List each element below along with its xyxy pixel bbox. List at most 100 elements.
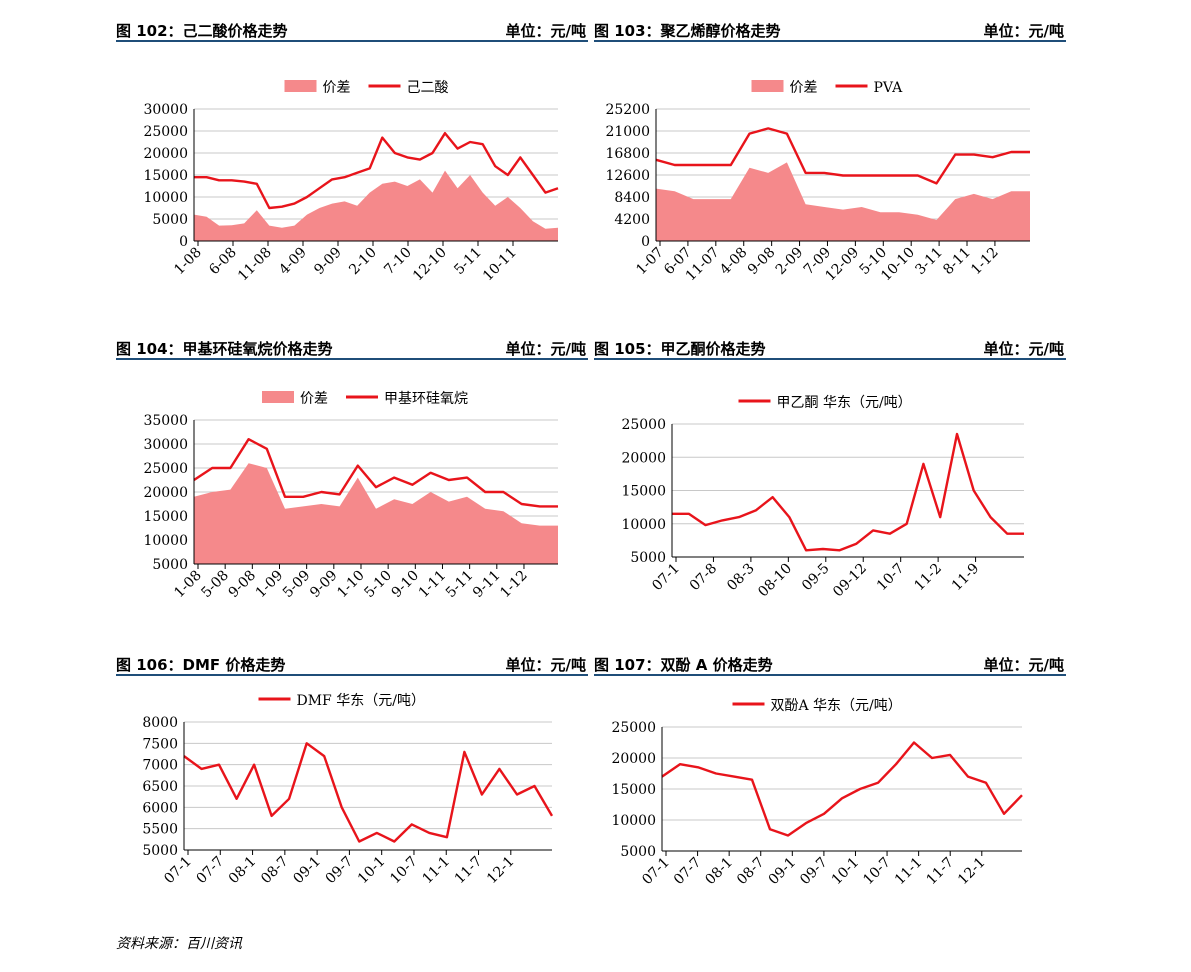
y-tick-label: 15000 [143,168,188,184]
panel-unit: 单位：元/吨 [505,656,586,674]
line-series-双酚A 华东（元/吨） [661,741,1023,837]
y-tick-label: 5000 [620,844,656,860]
x-tick-label: 1-10 [334,568,368,602]
y-tick-label: 4200 [614,212,650,228]
legend-swatch-area [262,391,294,403]
legend-label: 甲基环硅氧烷 [384,390,468,407]
chart-bpa: 双酚A 华东（元/吨）50001000015000200002500007-10… [611,698,1023,889]
x-tick-label: 08-3 [724,561,758,595]
y-tick-label: 20000 [143,485,188,501]
x-tick-label: 09-5 [799,561,833,595]
panel-title: 图 102：己二酸价格走势 [116,22,288,40]
x-tick-label: 07-8 [687,561,721,595]
x-tick-label: 12-1 [484,854,518,888]
panel-header: 图 107：双酚 A 价格走势 单位：元/吨 [594,648,1066,676]
x-tick-label: 10-7 [874,561,908,595]
area-series-价差 [656,162,1030,241]
y-tick-label: 25000 [143,461,188,477]
panel-title: 图 106：DMF 价格走势 [116,656,286,674]
y-tick-label: 0 [179,234,188,250]
x-tick-label: 8-11 [940,245,974,279]
x-tick-label: 1-12 [968,245,1002,279]
legend: DMF 华东（元/吨） [258,693,425,709]
x-tick-label: 5-09 [280,568,314,602]
y-tick-label: 15000 [143,509,188,525]
legend-swatch-area [284,80,317,92]
legend: 价差 甲基环硅氧烷 [262,390,468,407]
x-tick-label: 9-09 [307,568,341,602]
x-tick-label: 9-11 [470,568,504,602]
x-tick-label: 11-1 [420,854,454,888]
y-tick-label: 10000 [621,517,666,533]
y-tick-label: 6000 [142,800,178,816]
panel-header: 图 106：DMF 价格走势 单位：元/吨 [116,648,588,676]
legend-label: 双酚A 华东（元/吨） [771,698,902,714]
legend-label: DMF 华东（元/吨） [297,693,425,709]
x-tick-label: 1-12 [497,568,531,602]
panel-header: 图 102：己二酸价格走势 单位：元/吨 [116,14,588,42]
x-tick-label: 10-7 [860,855,894,889]
legend-label: PVA [874,80,904,96]
x-tick-label: 09-7 [797,855,831,889]
x-tick-label: 11-1 [892,855,926,889]
x-tick-label: 5-11 [443,568,477,602]
x-tick-label: 09-7 [323,854,357,888]
legend: 价差 PVA [751,80,904,96]
panel-title: 图 107：双酚 A 价格走势 [594,656,773,674]
source-note: 资料来源：百川资讯 [116,936,242,952]
x-tick-label: 11-2 [911,561,945,595]
y-tick-label: 10000 [143,533,188,549]
chart-dmf: DMF 华东（元/吨） 5000 5500 6000 6500 7000 7500 8000 0… [142,693,554,888]
y-tick-label: 5000 [630,550,666,566]
line-series-DMF 华东（元/吨） [183,742,554,843]
y-tick-label: 7500 [142,736,178,752]
x-tick-label: 08-10 [755,561,795,601]
x-tick-label: 10-1 [829,855,863,889]
panel-header: 图 104：甲基环硅氧烷价格走势 单位：元/吨 [116,332,588,360]
y-tick-label: 10000 [143,190,188,206]
y-tick-label: 15000 [621,484,666,500]
x-tick-label: 9-10 [389,568,423,602]
legend: 甲乙酮 华东（元/吨） [738,395,912,411]
x-tick-label: 08-7 [734,855,768,889]
y-tick-label: 35000 [143,413,188,429]
line-series-PVA [655,127,1030,185]
y-tick-label: 15000 [611,782,656,798]
y-tick-label: 21000 [605,124,650,140]
y-tick-label: 5000 [152,557,188,573]
x-tick-label: 9-09 [311,245,345,279]
y-tick-label: 5000 [152,212,188,228]
y-tick-label: 25000 [143,124,188,140]
y-tick-label: 5000 [142,843,178,859]
panel-unit: 单位：元/吨 [505,340,586,358]
x-tick-label: 4-09 [276,245,310,279]
x-tick-label: 4-08 [717,245,751,279]
x-tick-label: 10-7 [387,854,421,888]
x-tick-label: 2-09 [773,245,807,279]
y-tick-label: 30000 [143,102,188,118]
x-tick-label: 08-1 [226,854,260,888]
area-series-价差 [194,463,558,564]
y-tick-label: 5500 [142,822,178,838]
y-tick-label: 20000 [143,146,188,162]
legend-label: 己二酸 [407,80,449,96]
y-tick-label: 30000 [143,437,188,453]
y-tick-label: 16800 [605,146,650,162]
x-tick-label: 12-1 [955,855,989,889]
line-series-己二酸 [194,131,559,210]
panel-title: 图 105：甲乙酮价格走势 [594,340,766,358]
legend-label: 价差 [790,80,818,96]
x-tick-label: 10-11 [480,245,520,285]
y-tick-label: 25200 [605,102,650,118]
x-tick-label: 2-10 [346,245,380,279]
legend-label: 价差 [300,391,328,407]
x-tick-label: 09-1 [290,854,324,888]
y-tick-label: 8000 [142,715,178,731]
y-tick-label: 20000 [621,450,666,466]
legend-label: 甲乙酮 华东（元/吨） [777,395,912,411]
x-tick-label: 10-1 [355,854,389,888]
y-tick-label: 20000 [611,751,656,767]
x-tick-label: 07-7 [671,855,705,889]
